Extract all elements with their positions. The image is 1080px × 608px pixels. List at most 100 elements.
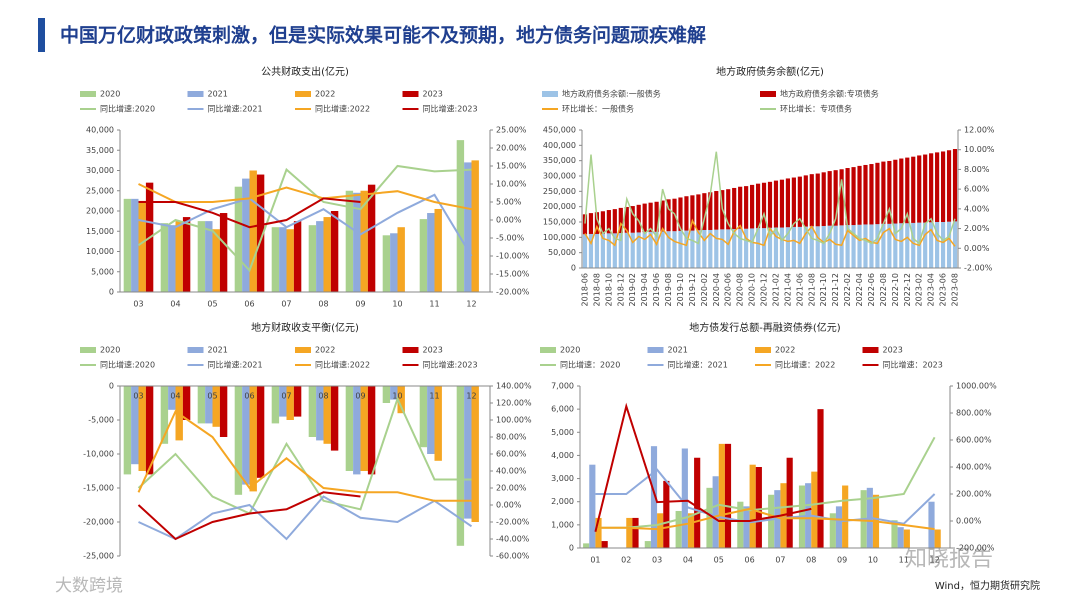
y2-tick-label: 0.00% bbox=[964, 244, 990, 253]
bar bbox=[271, 227, 280, 292]
bar bbox=[666, 199, 671, 232]
line bbox=[138, 197, 361, 229]
bar bbox=[797, 176, 802, 227]
bar bbox=[594, 212, 600, 234]
line bbox=[595, 468, 936, 525]
bar bbox=[694, 457, 701, 548]
y2-tick-label: 60.00% bbox=[496, 450, 527, 459]
legend-label: 同比增速:2021 bbox=[208, 104, 263, 114]
y2-tick-label: 8.00% bbox=[964, 165, 990, 174]
bar bbox=[271, 386, 280, 424]
y2-tick-label: -2.00% bbox=[964, 264, 993, 273]
bar bbox=[835, 506, 843, 548]
x-tick-label: 01 bbox=[590, 556, 600, 565]
x-tick-label: 2018-06 bbox=[580, 273, 589, 306]
bar bbox=[642, 232, 647, 268]
bar bbox=[905, 223, 910, 268]
bar bbox=[160, 386, 169, 444]
bar bbox=[893, 223, 898, 268]
y-tick-label: 300,000 bbox=[543, 172, 576, 181]
bar bbox=[935, 152, 940, 222]
bar bbox=[456, 140, 465, 292]
y-tick-label: 5,000 bbox=[91, 267, 114, 276]
x-tick-label: 10 bbox=[392, 392, 402, 401]
bar bbox=[286, 386, 294, 420]
bar bbox=[654, 231, 659, 268]
bar bbox=[839, 169, 844, 226]
y2-tick-label: 12.00% bbox=[964, 126, 995, 135]
line bbox=[584, 218, 956, 247]
legend-swatch bbox=[295, 347, 311, 353]
legend-label: 环比增长：专项债务 bbox=[780, 104, 852, 114]
x-tick-label: 08 bbox=[318, 300, 328, 309]
legend-label: 同比增速:2022 bbox=[315, 104, 370, 114]
bar bbox=[131, 386, 139, 465]
x-tick-label: 06 bbox=[244, 392, 254, 401]
bar bbox=[678, 197, 683, 231]
bar bbox=[660, 200, 665, 232]
legend-label: 2023 bbox=[423, 346, 443, 355]
bar bbox=[897, 527, 904, 548]
y-tick-label: 0 bbox=[109, 288, 114, 297]
bar bbox=[636, 204, 641, 233]
bar bbox=[743, 506, 750, 548]
bar bbox=[650, 446, 658, 548]
bar bbox=[642, 203, 647, 233]
bar bbox=[600, 233, 605, 268]
x-tick-label: 05 bbox=[207, 392, 217, 401]
bar bbox=[842, 485, 849, 548]
x-tick-label: 2020-10 bbox=[748, 273, 757, 306]
x-tick-label: 2020-12 bbox=[760, 273, 769, 306]
bar bbox=[630, 232, 635, 268]
legend-label: 地方政府债务余额:专项债务 bbox=[780, 89, 879, 99]
bar bbox=[678, 230, 683, 268]
y2-tick-label: -40.00% bbox=[496, 535, 530, 544]
y-tick-label: 10,000 bbox=[86, 247, 114, 256]
line bbox=[584, 151, 956, 245]
bar bbox=[929, 222, 934, 268]
line bbox=[137, 164, 472, 273]
bar bbox=[767, 227, 773, 268]
y2-tick-label: -20.00% bbox=[496, 288, 530, 297]
bar bbox=[666, 231, 671, 268]
bar bbox=[212, 386, 220, 427]
legend-label: 同比增速:2021 bbox=[208, 360, 263, 370]
y-tick-label: 40,000 bbox=[86, 126, 114, 135]
bar bbox=[857, 165, 862, 225]
bar bbox=[624, 232, 629, 268]
bar bbox=[618, 233, 623, 268]
bar bbox=[681, 448, 688, 548]
x-tick-label: 2023-02 bbox=[915, 273, 924, 306]
legend-swatch bbox=[755, 347, 771, 353]
bar bbox=[606, 210, 611, 234]
bar bbox=[249, 386, 257, 492]
y-tick-label: 100,000 bbox=[543, 233, 576, 242]
legend-swatch bbox=[402, 347, 419, 353]
page-title: 中国万亿财政政策刺激，但是实际效果可能不及预期，地方债务问题顽疾难解 bbox=[60, 24, 706, 47]
bar bbox=[744, 228, 749, 268]
bar bbox=[881, 223, 886, 268]
y-tick-label: -10,000 bbox=[83, 450, 114, 459]
bar bbox=[687, 513, 695, 548]
bar bbox=[612, 233, 617, 268]
x-tick-label: 2022-12 bbox=[903, 273, 912, 306]
y2-tick-label: 6.00% bbox=[964, 185, 990, 194]
x-tick-label: 2023-04 bbox=[927, 273, 936, 306]
x-tick-label: 09 bbox=[355, 300, 365, 309]
bar bbox=[827, 171, 832, 226]
bar bbox=[434, 208, 442, 292]
watermark: 大数跨境 bbox=[55, 576, 123, 596]
x-tick-label: 2021-06 bbox=[795, 273, 804, 306]
bar bbox=[353, 386, 361, 475]
bar bbox=[390, 386, 398, 400]
legend-swatch bbox=[402, 91, 419, 97]
legend-label: 同比增速：2022 bbox=[775, 360, 835, 370]
bar bbox=[718, 443, 725, 548]
line bbox=[138, 193, 473, 257]
x-tick-label: 2019-04 bbox=[640, 273, 649, 306]
bar bbox=[779, 227, 785, 268]
y-tick-label: 0 bbox=[569, 544, 574, 553]
y-tick-label: 4,000 bbox=[551, 451, 574, 460]
bar bbox=[205, 386, 213, 424]
x-tick-label: 08 bbox=[806, 556, 816, 565]
